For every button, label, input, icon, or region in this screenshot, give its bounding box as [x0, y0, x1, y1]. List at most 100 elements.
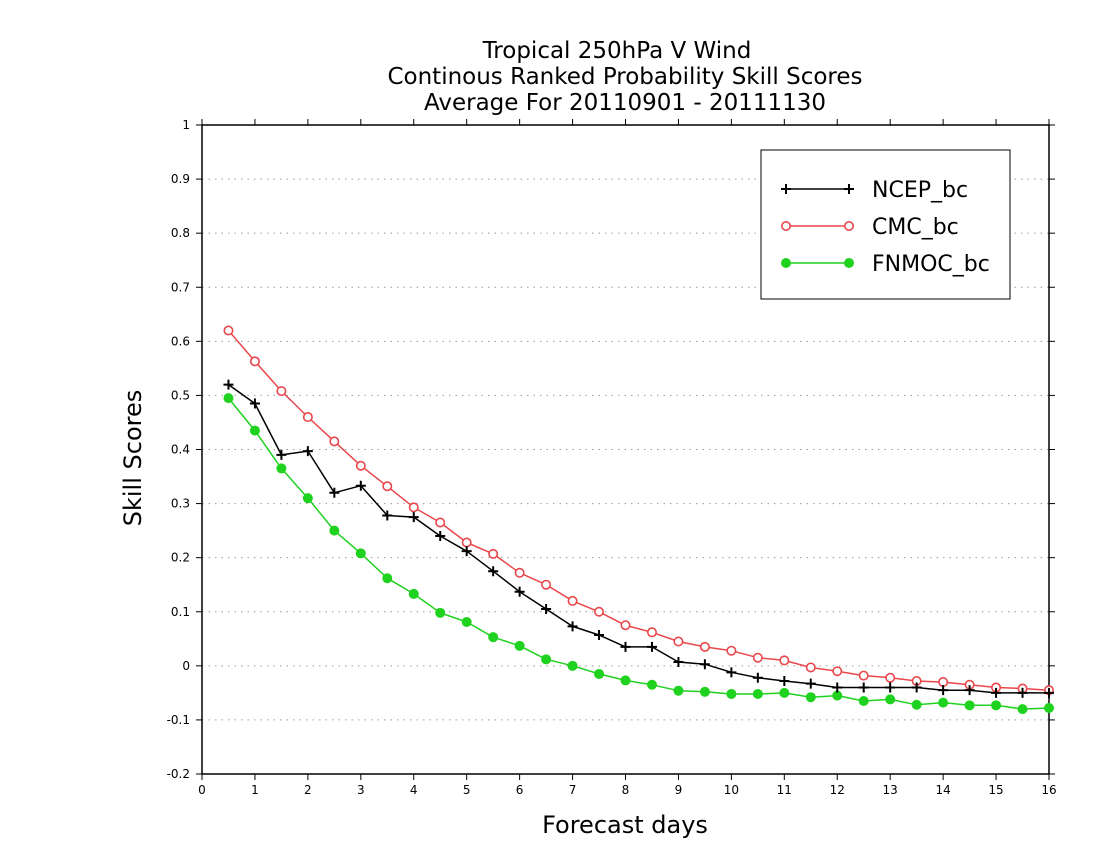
ncep-bc-point — [488, 566, 499, 577]
ncep-bc-point — [435, 531, 446, 542]
legend-item-ncep-bc: NCEP_bc — [781, 178, 968, 203]
series-ncep-bc — [223, 379, 1054, 698]
ncep-bc-point — [249, 398, 260, 409]
fnmoc-bc-point — [726, 688, 737, 699]
ncep-bc-point — [1017, 687, 1028, 698]
ncep-bc-point — [752, 672, 763, 683]
cmc-bc-point — [567, 595, 578, 606]
cmc-bc-point — [541, 579, 552, 590]
cmc-bc-point — [461, 537, 472, 548]
fnmoc-bc-point — [911, 699, 922, 710]
cmc-bc-point — [620, 620, 631, 631]
x-tick-label: 9 — [675, 783, 683, 797]
cmc-bc-point — [832, 666, 843, 677]
y-tick-label: 0.5 — [171, 388, 190, 402]
fnmoc-bc-point — [329, 525, 340, 536]
y-tick-label: -0.2 — [167, 767, 190, 781]
cmc-bc-point — [276, 386, 287, 397]
cmc-bc-point — [223, 325, 234, 336]
ncep-bc-line — [228, 383, 1049, 694]
x-tick-label: 7 — [569, 783, 577, 797]
x-tick-label: 16 — [1041, 783, 1056, 797]
x-tick-label: 5 — [463, 783, 471, 797]
axis-ticks: -0.2-0.100.10.20.30.40.50.60.70.80.910 1 2… — [167, 118, 1057, 797]
fnmoc-bc-point — [541, 654, 552, 665]
x-tick-label: 2 — [304, 783, 312, 797]
cmc-bc-line — [227, 330, 1050, 691]
fnmoc-bc-point — [461, 617, 472, 628]
legend-marker — [843, 221, 854, 232]
fnmoc-bc-point — [594, 668, 605, 679]
ncep-bc-point — [779, 675, 790, 686]
y-tick-label: 0.9 — [171, 172, 190, 186]
fnmoc-bc-point — [276, 463, 287, 474]
fnmoc-bc-point — [302, 493, 313, 504]
ncep-bc-point — [302, 446, 313, 457]
legend-marker — [780, 221, 791, 232]
ncep-bc-point — [991, 687, 1002, 698]
ncep-bc-point — [911, 682, 922, 693]
ncep-bc-point — [885, 682, 896, 693]
fnmoc-bc-point — [1017, 704, 1028, 715]
y-tick-label: -0.1 — [167, 713, 190, 727]
legend-marker — [844, 258, 854, 268]
x-tick-label: 10 — [724, 783, 739, 797]
fnmoc-bc-point — [1044, 703, 1054, 714]
chart-title-line-2: Continous Ranked Probability Skill Score… — [387, 64, 862, 90]
ncep-bc-point — [726, 667, 737, 678]
cmc-bc-point — [699, 641, 710, 652]
fnmoc-bc-point — [223, 393, 234, 404]
chart-title-line-1: Tropical 250hPa V Wind — [482, 38, 752, 64]
fnmoc-bc-point — [620, 675, 631, 686]
cmc-bc-point — [858, 670, 869, 681]
fnmoc-bc-point — [752, 688, 763, 699]
cmc-bc-point — [805, 662, 816, 673]
x-tick-label: 15 — [988, 783, 1003, 797]
ncep-bc-point — [541, 604, 552, 615]
ncep-bc-point — [938, 685, 949, 696]
x-tick-label: 0 — [198, 783, 206, 797]
cmc-bc-point — [488, 548, 499, 559]
legend: NCEP_bc CMC_bc FNMOC_bc — [760, 149, 1011, 300]
cmc-bc-point — [938, 677, 949, 688]
ncep-bc-point — [1044, 687, 1054, 698]
y-tick-label: 0.8 — [171, 226, 190, 240]
x-tick-label: 8 — [622, 783, 630, 797]
fnmoc-bc-point — [699, 686, 710, 697]
legend-box — [760, 149, 1011, 300]
series-cmc-bc — [223, 325, 1055, 696]
cmc-bc-point — [435, 517, 446, 528]
y-tick-label: 0.2 — [171, 551, 190, 565]
fnmoc-bc-point — [885, 694, 896, 705]
ncep-bc-point — [594, 630, 605, 641]
cmc-bc-point — [726, 645, 737, 656]
fnmoc-bc-point — [435, 607, 446, 618]
legend-marker — [844, 184, 854, 194]
y-tick-label: 1 — [182, 118, 190, 132]
cmc-bc-point — [302, 412, 313, 423]
y-tick-label: 0 — [182, 659, 190, 673]
legend-item-fnmoc-bc: FNMOC_bc — [781, 252, 990, 277]
ncep-bc-point — [673, 657, 684, 668]
legend-label: CMC_bc — [872, 215, 959, 240]
ncep-bc-point — [382, 510, 393, 521]
x-tick-label: 12 — [830, 783, 845, 797]
ncep-bc-point — [805, 678, 816, 689]
cmc-bc-point — [355, 460, 366, 471]
cmc-bc-point — [514, 567, 525, 578]
cmc-bc-point — [382, 481, 393, 492]
ncep-bc-point — [329, 487, 340, 498]
cmc-bc-point — [779, 655, 790, 666]
ncep-bc-point — [832, 682, 843, 693]
ncep-bc-point — [567, 621, 578, 632]
fnmoc-bc-point — [991, 700, 1002, 711]
fnmoc-bc-point — [779, 687, 790, 698]
gridlines — [202, 178, 1049, 721]
cmc-bc-point — [249, 356, 260, 367]
series-fnmoc-bc — [223, 393, 1054, 715]
fnmoc-bc-point — [408, 588, 419, 599]
fnmoc-bc-point — [673, 685, 684, 696]
cmc-bc-point — [594, 606, 605, 617]
y-tick-label: 0.6 — [171, 334, 190, 348]
x-tick-label: 4 — [410, 783, 418, 797]
